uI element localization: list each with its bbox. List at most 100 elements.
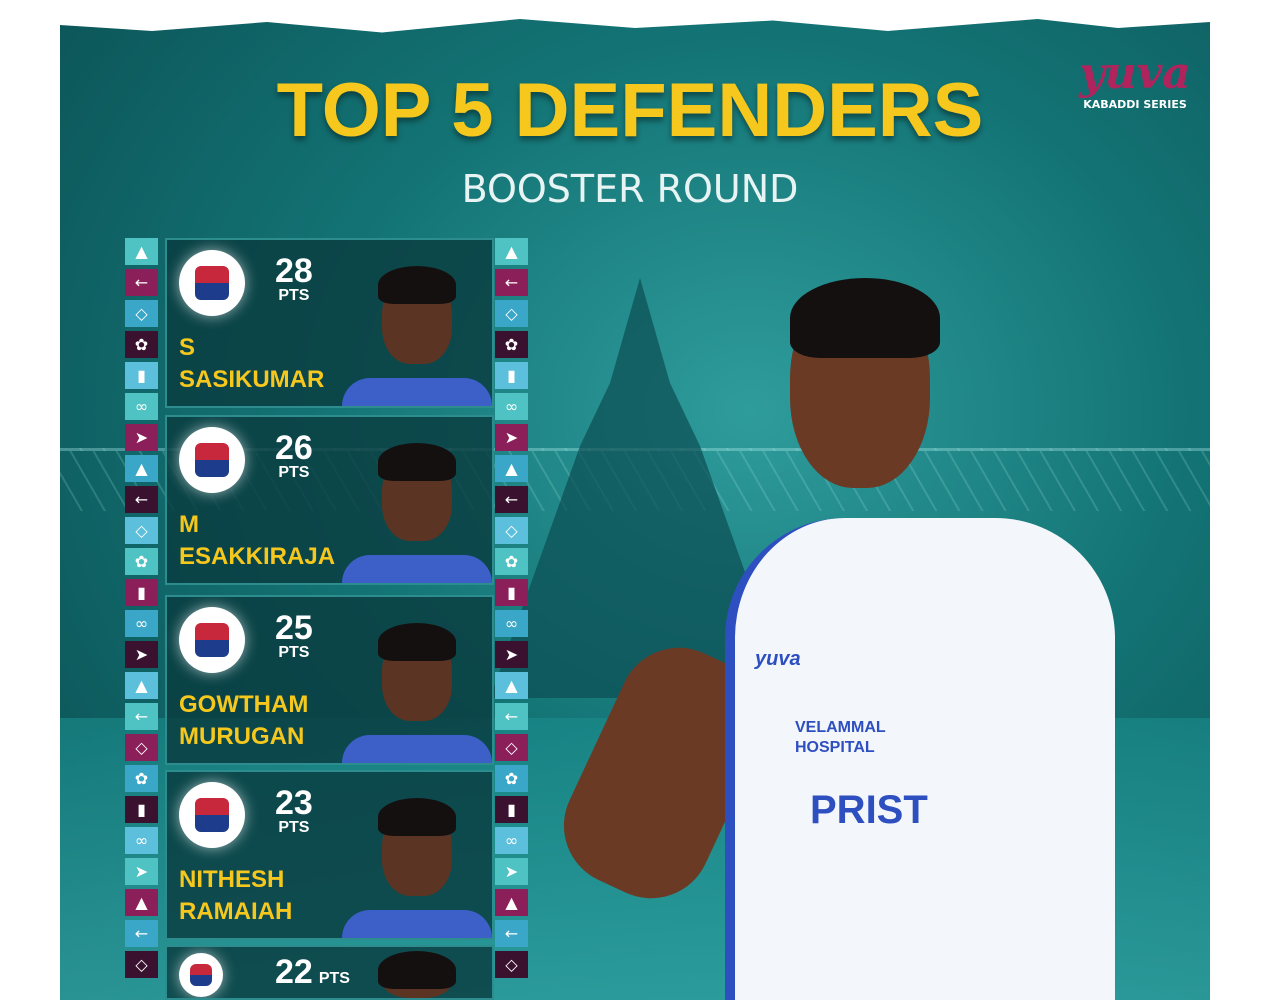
- points-value: 25: [275, 609, 313, 647]
- pattern-tile: ◇: [125, 951, 158, 978]
- team-logo: [179, 427, 245, 493]
- pattern-tile: ▮: [125, 796, 158, 823]
- pattern-tile: ✿: [495, 331, 528, 358]
- player-last-name: ESAKKIRAJA: [179, 543, 336, 570]
- player-photo: [342, 256, 492, 406]
- pattern-tile: ◇: [495, 951, 528, 978]
- jersey: yuva VELAMMAL HOSPITAL PRIST: [725, 518, 1115, 1000]
- player-points: 22 PTS: [275, 955, 350, 989]
- points-value: 22: [275, 953, 313, 991]
- pattern-tile: ✿: [125, 765, 158, 792]
- player-photo: [342, 788, 492, 938]
- pattern-tile: ▲: [125, 238, 158, 265]
- player-card: 23 PTS NITHESH RAMAIAH: [165, 770, 494, 940]
- yuva-logo: yuva KABADDI SERIES: [1065, 36, 1205, 126]
- hair: [790, 278, 940, 358]
- player-first-name: S: [179, 334, 196, 361]
- player-name: GOWTHAM MURUGAN: [179, 689, 308, 753]
- pattern-tile: ∞: [125, 610, 158, 637]
- pattern-strip-left: ▲ ← ◇ ✿ ▮ ∞ ➤ ▲ ← ◇ ✿ ▮ ∞ ➤ ▲ ← ◇ ✿ ▮ ∞ ➤ ▲ ← ◇: [125, 238, 158, 978]
- pattern-tile: ◇: [495, 300, 528, 327]
- pattern-tile: ◇: [125, 300, 158, 327]
- page-title: TOP 5 DEFENDERS: [276, 68, 984, 153]
- pattern-tile: ←: [495, 703, 528, 730]
- pattern-tile: ∞: [125, 827, 158, 854]
- player-first-name: M: [179, 511, 199, 538]
- pattern-tile: ←: [125, 703, 158, 730]
- pattern-tile: ◇: [495, 734, 528, 761]
- torn-paper-edge: [60, 18, 1210, 33]
- pattern-tile: ➤: [125, 424, 158, 451]
- pattern-tile: ▲: [495, 455, 528, 482]
- jersey-brand: yuva: [755, 648, 801, 670]
- page-subtitle: BOOSTER ROUND: [461, 167, 799, 211]
- player-points: 26 PTS: [275, 431, 313, 481]
- pattern-tile: ▲: [125, 889, 158, 916]
- jersey-sponsor: VELAMMAL HOSPITAL: [795, 719, 886, 756]
- points-unit: PTS: [318, 970, 350, 987]
- points-unit: PTS: [278, 464, 310, 481]
- player-card: 28 PTS S SASIKUMAR: [165, 238, 494, 408]
- player-name: NITHESH RAMAIAH: [179, 864, 292, 928]
- pattern-tile: ◇: [125, 734, 158, 761]
- pattern-tile: ←: [495, 486, 528, 513]
- player-first-name: NITHESH: [179, 866, 285, 893]
- pattern-tile: ➤: [125, 858, 158, 885]
- logo-brand: yuva: [1079, 48, 1191, 99]
- team-logo: [179, 250, 245, 316]
- pattern-tile: ∞: [125, 393, 158, 420]
- pattern-tile: ◇: [495, 517, 528, 544]
- pattern-tile: ➤: [495, 858, 528, 885]
- logo-series: KABADDI SERIES: [1083, 98, 1187, 111]
- player-name: S SASIKUMAR: [179, 332, 324, 396]
- player-name: M ESAKKIRAJA: [179, 509, 335, 573]
- player-last-name: SASIKUMAR: [179, 366, 325, 393]
- player-last-name: RAMAIAH: [179, 898, 293, 925]
- pattern-tile: ✿: [125, 331, 158, 358]
- team-logo: [179, 953, 223, 997]
- pattern-tile: ✿: [495, 548, 528, 575]
- featured-player-photo: yuva VELAMMAL HOSPITAL PRIST: [544, 268, 1210, 1000]
- jersey-text: PRIST: [810, 788, 928, 832]
- team-logo: [179, 607, 245, 673]
- points-unit: PTS: [278, 287, 310, 304]
- pattern-tile: ←: [495, 920, 528, 947]
- pattern-strip-right: ▲ ← ◇ ✿ ▮ ∞ ➤ ▲ ← ◇ ✿ ▮ ∞ ➤ ▲ ← ◇ ✿ ▮ ∞ ➤ ▲ ← ◇: [495, 238, 528, 978]
- pattern-tile: ∞: [495, 827, 528, 854]
- player-first-name: GOWTHAM: [179, 691, 309, 718]
- pattern-tile: ←: [125, 486, 158, 513]
- pattern-tile: ∞: [495, 393, 528, 420]
- player-card: 25 PTS GOWTHAM MURUGAN: [165, 595, 494, 765]
- player-points: 23 PTS: [275, 786, 313, 836]
- pattern-tile: ➤: [125, 641, 158, 668]
- player-last-name: MURUGAN: [179, 723, 305, 750]
- player-card: 22 PTS: [165, 945, 494, 1000]
- player-card: 26 PTS M ESAKKIRAJA: [165, 415, 494, 585]
- pattern-tile: ▮: [495, 579, 528, 606]
- pattern-tile: ▮: [495, 362, 528, 389]
- pattern-tile: ◇: [125, 517, 158, 544]
- player-points: 28 PTS: [275, 254, 313, 304]
- pattern-tile: ▮: [125, 362, 158, 389]
- pattern-tile: ←: [495, 269, 528, 296]
- pattern-tile: ▲: [125, 455, 158, 482]
- pattern-tile: ▲: [495, 889, 528, 916]
- pattern-tile: ▲: [495, 238, 528, 265]
- pattern-tile: ✿: [125, 548, 158, 575]
- points-value: 28: [275, 252, 313, 290]
- pattern-tile: ▲: [125, 672, 158, 699]
- pattern-tile: ✿: [495, 765, 528, 792]
- team-logo: [179, 782, 245, 848]
- player-points: 25 PTS: [275, 611, 313, 661]
- pattern-tile: ←: [125, 269, 158, 296]
- pattern-tile: ▲: [495, 672, 528, 699]
- poster: TOP 5 DEFENDERS BOOSTER ROUND yuva KABAD…: [60, 18, 1210, 1000]
- player-photo: [342, 613, 492, 763]
- pattern-tile: ▮: [125, 579, 158, 606]
- pattern-tile: ➤: [495, 641, 528, 668]
- pattern-tile: ∞: [495, 610, 528, 637]
- pattern-tile: ←: [125, 920, 158, 947]
- points-unit: PTS: [278, 819, 310, 836]
- pattern-tile: ➤: [495, 424, 528, 451]
- pattern-tile: ▮: [495, 796, 528, 823]
